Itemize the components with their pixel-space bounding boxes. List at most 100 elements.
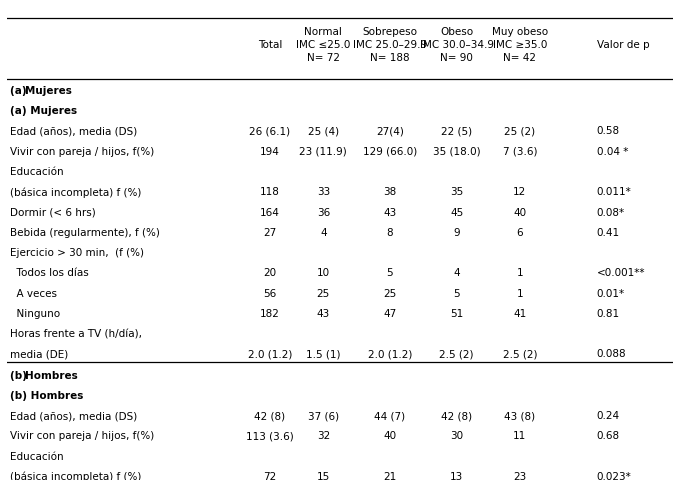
Text: 41: 41 xyxy=(513,308,526,318)
Text: 45: 45 xyxy=(450,207,463,217)
Text: 40: 40 xyxy=(384,431,396,441)
Text: (básica incompleta) f (%): (básica incompleta) f (%) xyxy=(10,471,141,480)
Text: 5: 5 xyxy=(387,268,393,278)
Text: 42 (8): 42 (8) xyxy=(254,410,286,420)
Text: 43: 43 xyxy=(317,308,330,318)
Text: 129 (66.0): 129 (66.0) xyxy=(363,146,417,156)
Text: 72: 72 xyxy=(263,471,277,480)
Text: 182: 182 xyxy=(260,308,280,318)
Text: 0.08*: 0.08* xyxy=(596,207,625,217)
Text: 0.68: 0.68 xyxy=(596,431,619,441)
Text: 47: 47 xyxy=(384,308,396,318)
Text: 40: 40 xyxy=(513,207,526,217)
Text: Bebida (regularmente), f (%): Bebida (regularmente), f (%) xyxy=(10,228,160,237)
Text: 12: 12 xyxy=(513,187,526,197)
Text: 8: 8 xyxy=(387,228,393,237)
Text: Ejercicio > 30 min,  (f (%): Ejercicio > 30 min, (f (%) xyxy=(10,248,144,257)
Text: Dormir (< 6 hrs): Dormir (< 6 hrs) xyxy=(10,207,96,217)
Text: A veces: A veces xyxy=(10,288,57,298)
Text: 43 (8): 43 (8) xyxy=(505,410,535,420)
Text: Educación: Educación xyxy=(10,451,64,461)
Text: 0.011*: 0.011* xyxy=(596,187,631,197)
Text: 33: 33 xyxy=(317,187,330,197)
Text: 2.5 (2): 2.5 (2) xyxy=(503,348,537,359)
Text: 1: 1 xyxy=(517,268,523,278)
Text: 2.5 (2): 2.5 (2) xyxy=(439,348,474,359)
Text: 0.41: 0.41 xyxy=(596,228,619,237)
Text: 27: 27 xyxy=(263,228,277,237)
Text: media (DE): media (DE) xyxy=(10,348,69,359)
Text: 113 (3.6): 113 (3.6) xyxy=(246,431,294,441)
Text: 25 (2): 25 (2) xyxy=(505,126,535,136)
Text: Total: Total xyxy=(258,40,282,50)
Text: Vivir con pareja / hijos, f(%): Vivir con pareja / hijos, f(%) xyxy=(10,431,154,441)
Text: 38: 38 xyxy=(384,187,396,197)
Text: 0.58: 0.58 xyxy=(596,126,619,136)
Text: 0.023*: 0.023* xyxy=(596,471,631,480)
Text: 5: 5 xyxy=(454,288,460,298)
Text: 36: 36 xyxy=(317,207,330,217)
Text: 1.5 (1): 1.5 (1) xyxy=(306,348,341,359)
Text: 26 (6.1): 26 (6.1) xyxy=(250,126,290,136)
Text: 44 (7): 44 (7) xyxy=(375,410,405,420)
Text: Ninguno: Ninguno xyxy=(10,308,61,318)
Text: 27(4): 27(4) xyxy=(376,126,404,136)
Text: 194: 194 xyxy=(260,146,280,156)
Text: 15: 15 xyxy=(317,471,330,480)
Text: 11: 11 xyxy=(513,431,526,441)
Text: 20: 20 xyxy=(263,268,277,278)
Text: 2.0 (1.2): 2.0 (1.2) xyxy=(248,348,292,359)
Text: Educación: Educación xyxy=(10,167,64,177)
Text: (b) Hombres: (b) Hombres xyxy=(10,390,84,400)
Text: 0.01*: 0.01* xyxy=(596,288,625,298)
Text: 51: 51 xyxy=(450,308,463,318)
Text: 13: 13 xyxy=(450,471,463,480)
Text: Horas frente a TV (h/día),: Horas frente a TV (h/día), xyxy=(10,328,142,338)
Text: 4: 4 xyxy=(320,228,326,237)
Text: Edad (años), media (DS): Edad (años), media (DS) xyxy=(10,410,137,420)
Text: 10: 10 xyxy=(317,268,330,278)
Text: 0.81: 0.81 xyxy=(596,308,619,318)
Text: (b): (b) xyxy=(10,370,31,380)
Text: 4: 4 xyxy=(454,268,460,278)
Text: 0.04 *: 0.04 * xyxy=(596,146,628,156)
Text: 37 (6): 37 (6) xyxy=(308,410,339,420)
Text: 42 (8): 42 (8) xyxy=(441,410,472,420)
Text: 30: 30 xyxy=(450,431,463,441)
Text: 9: 9 xyxy=(454,228,460,237)
Text: Vivir con pareja / hijos, f(%): Vivir con pareja / hijos, f(%) xyxy=(10,146,154,156)
Text: 0.24: 0.24 xyxy=(596,410,619,420)
Text: 0.088: 0.088 xyxy=(596,348,626,359)
Text: Sobrepeso
IMC 25.0–29.9
N= 188: Sobrepeso IMC 25.0–29.9 N= 188 xyxy=(353,26,427,63)
Text: 7 (3.6): 7 (3.6) xyxy=(503,146,537,156)
Text: 118: 118 xyxy=(260,187,280,197)
Text: Obeso
IMC 30.0–34.9
N= 90: Obeso IMC 30.0–34.9 N= 90 xyxy=(420,26,494,63)
Text: Valor de p: Valor de p xyxy=(596,40,649,50)
Text: (básica incompleta) f (%): (básica incompleta) f (%) xyxy=(10,187,141,197)
Text: (a): (a) xyxy=(10,86,31,96)
Text: 1: 1 xyxy=(517,288,523,298)
Text: 25: 25 xyxy=(384,288,396,298)
Text: 43: 43 xyxy=(384,207,396,217)
Text: 6: 6 xyxy=(517,228,523,237)
Text: Hombres: Hombres xyxy=(24,370,78,380)
Text: Edad (años), media (DS): Edad (años), media (DS) xyxy=(10,126,137,136)
Text: 21: 21 xyxy=(384,471,396,480)
Text: 22 (5): 22 (5) xyxy=(441,126,472,136)
Text: 32: 32 xyxy=(317,431,330,441)
Text: 164: 164 xyxy=(260,207,280,217)
Text: 2.0 (1.2): 2.0 (1.2) xyxy=(368,348,412,359)
Text: Muy obeso
IMC ≥35.0
N= 42: Muy obeso IMC ≥35.0 N= 42 xyxy=(492,26,548,63)
Text: <0.001**: <0.001** xyxy=(596,268,645,278)
Text: 23: 23 xyxy=(513,471,526,480)
Text: 25 (4): 25 (4) xyxy=(308,126,339,136)
Text: 35: 35 xyxy=(450,187,463,197)
Text: (a) Mujeres: (a) Mujeres xyxy=(10,106,78,116)
Text: Mujeres: Mujeres xyxy=(24,86,71,96)
Text: Todos los días: Todos los días xyxy=(10,268,89,278)
Text: 56: 56 xyxy=(263,288,277,298)
Text: 23 (11.9): 23 (11.9) xyxy=(299,146,347,156)
Text: 25: 25 xyxy=(317,288,330,298)
Text: Normal
IMC ≤25.0
N= 72: Normal IMC ≤25.0 N= 72 xyxy=(296,26,350,63)
Text: 35 (18.0): 35 (18.0) xyxy=(432,146,481,156)
